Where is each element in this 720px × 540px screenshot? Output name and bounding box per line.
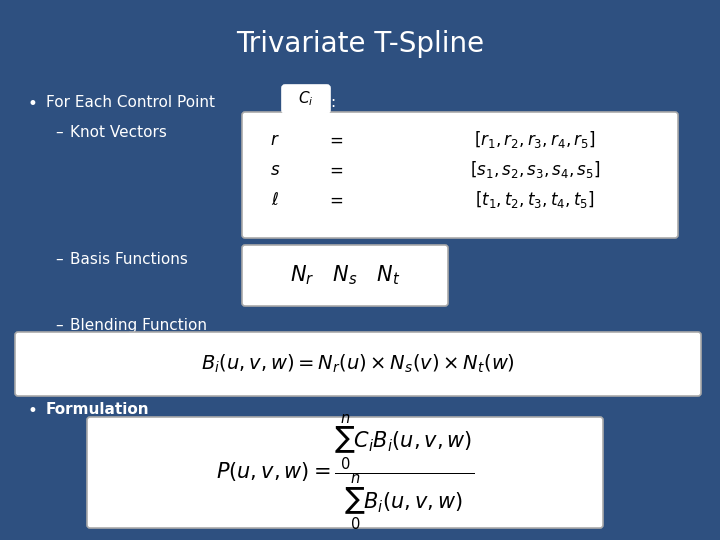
Text: $[t_1, t_2, t_3, t_4, t_5]$: $[t_1, t_2, t_3, t_4, t_5]$: [475, 190, 595, 211]
FancyBboxPatch shape: [282, 85, 330, 113]
Text: •: •: [28, 95, 38, 113]
Text: $P(u,v,w) = \dfrac{\sum_0^n C_i B_i(u,v,w)}{\sum_0^n B_i(u,v,w)}$: $P(u,v,w) = \dfrac{\sum_0^n C_i B_i(u,v,…: [216, 412, 474, 533]
Text: :: :: [330, 95, 335, 110]
Text: $B_i(u,v,w) = N_r(u) \times N_s(v) \times N_t(w)$: $B_i(u,v,w) = N_r(u) \times N_s(v) \time…: [201, 353, 515, 375]
Text: $\ell$: $\ell$: [271, 191, 279, 209]
FancyBboxPatch shape: [242, 245, 448, 306]
Text: For Each Control Point: For Each Control Point: [46, 95, 215, 110]
Text: $=$: $=$: [326, 161, 343, 179]
Text: $=$: $=$: [326, 131, 343, 149]
Text: $r$: $r$: [270, 131, 280, 149]
Text: Basis Functions: Basis Functions: [70, 252, 188, 267]
Text: $s$: $s$: [270, 161, 280, 179]
Text: $N_r \quad N_s \quad N_t$: $N_r \quad N_s \quad N_t$: [289, 264, 400, 287]
Text: Knot Vectors: Knot Vectors: [70, 125, 167, 140]
Text: $=$: $=$: [326, 191, 343, 209]
FancyBboxPatch shape: [87, 417, 603, 528]
Text: Trivariate T-Spline: Trivariate T-Spline: [236, 30, 484, 58]
Text: –: –: [55, 252, 63, 267]
Text: Formulation: Formulation: [46, 402, 150, 417]
FancyBboxPatch shape: [242, 112, 678, 238]
Text: –: –: [55, 125, 63, 140]
Text: $[r_1, r_2, r_3, r_4, r_5]$: $[r_1, r_2, r_3, r_4, r_5]$: [474, 130, 595, 151]
Text: •: •: [28, 402, 38, 420]
Text: –: –: [55, 318, 63, 333]
FancyBboxPatch shape: [15, 332, 701, 396]
Text: $[s_1, s_2, s_3, s_4, s_5]$: $[s_1, s_2, s_3, s_4, s_5]$: [469, 159, 600, 180]
Text: $C_i$: $C_i$: [298, 90, 314, 109]
Text: Blending Function: Blending Function: [70, 318, 207, 333]
